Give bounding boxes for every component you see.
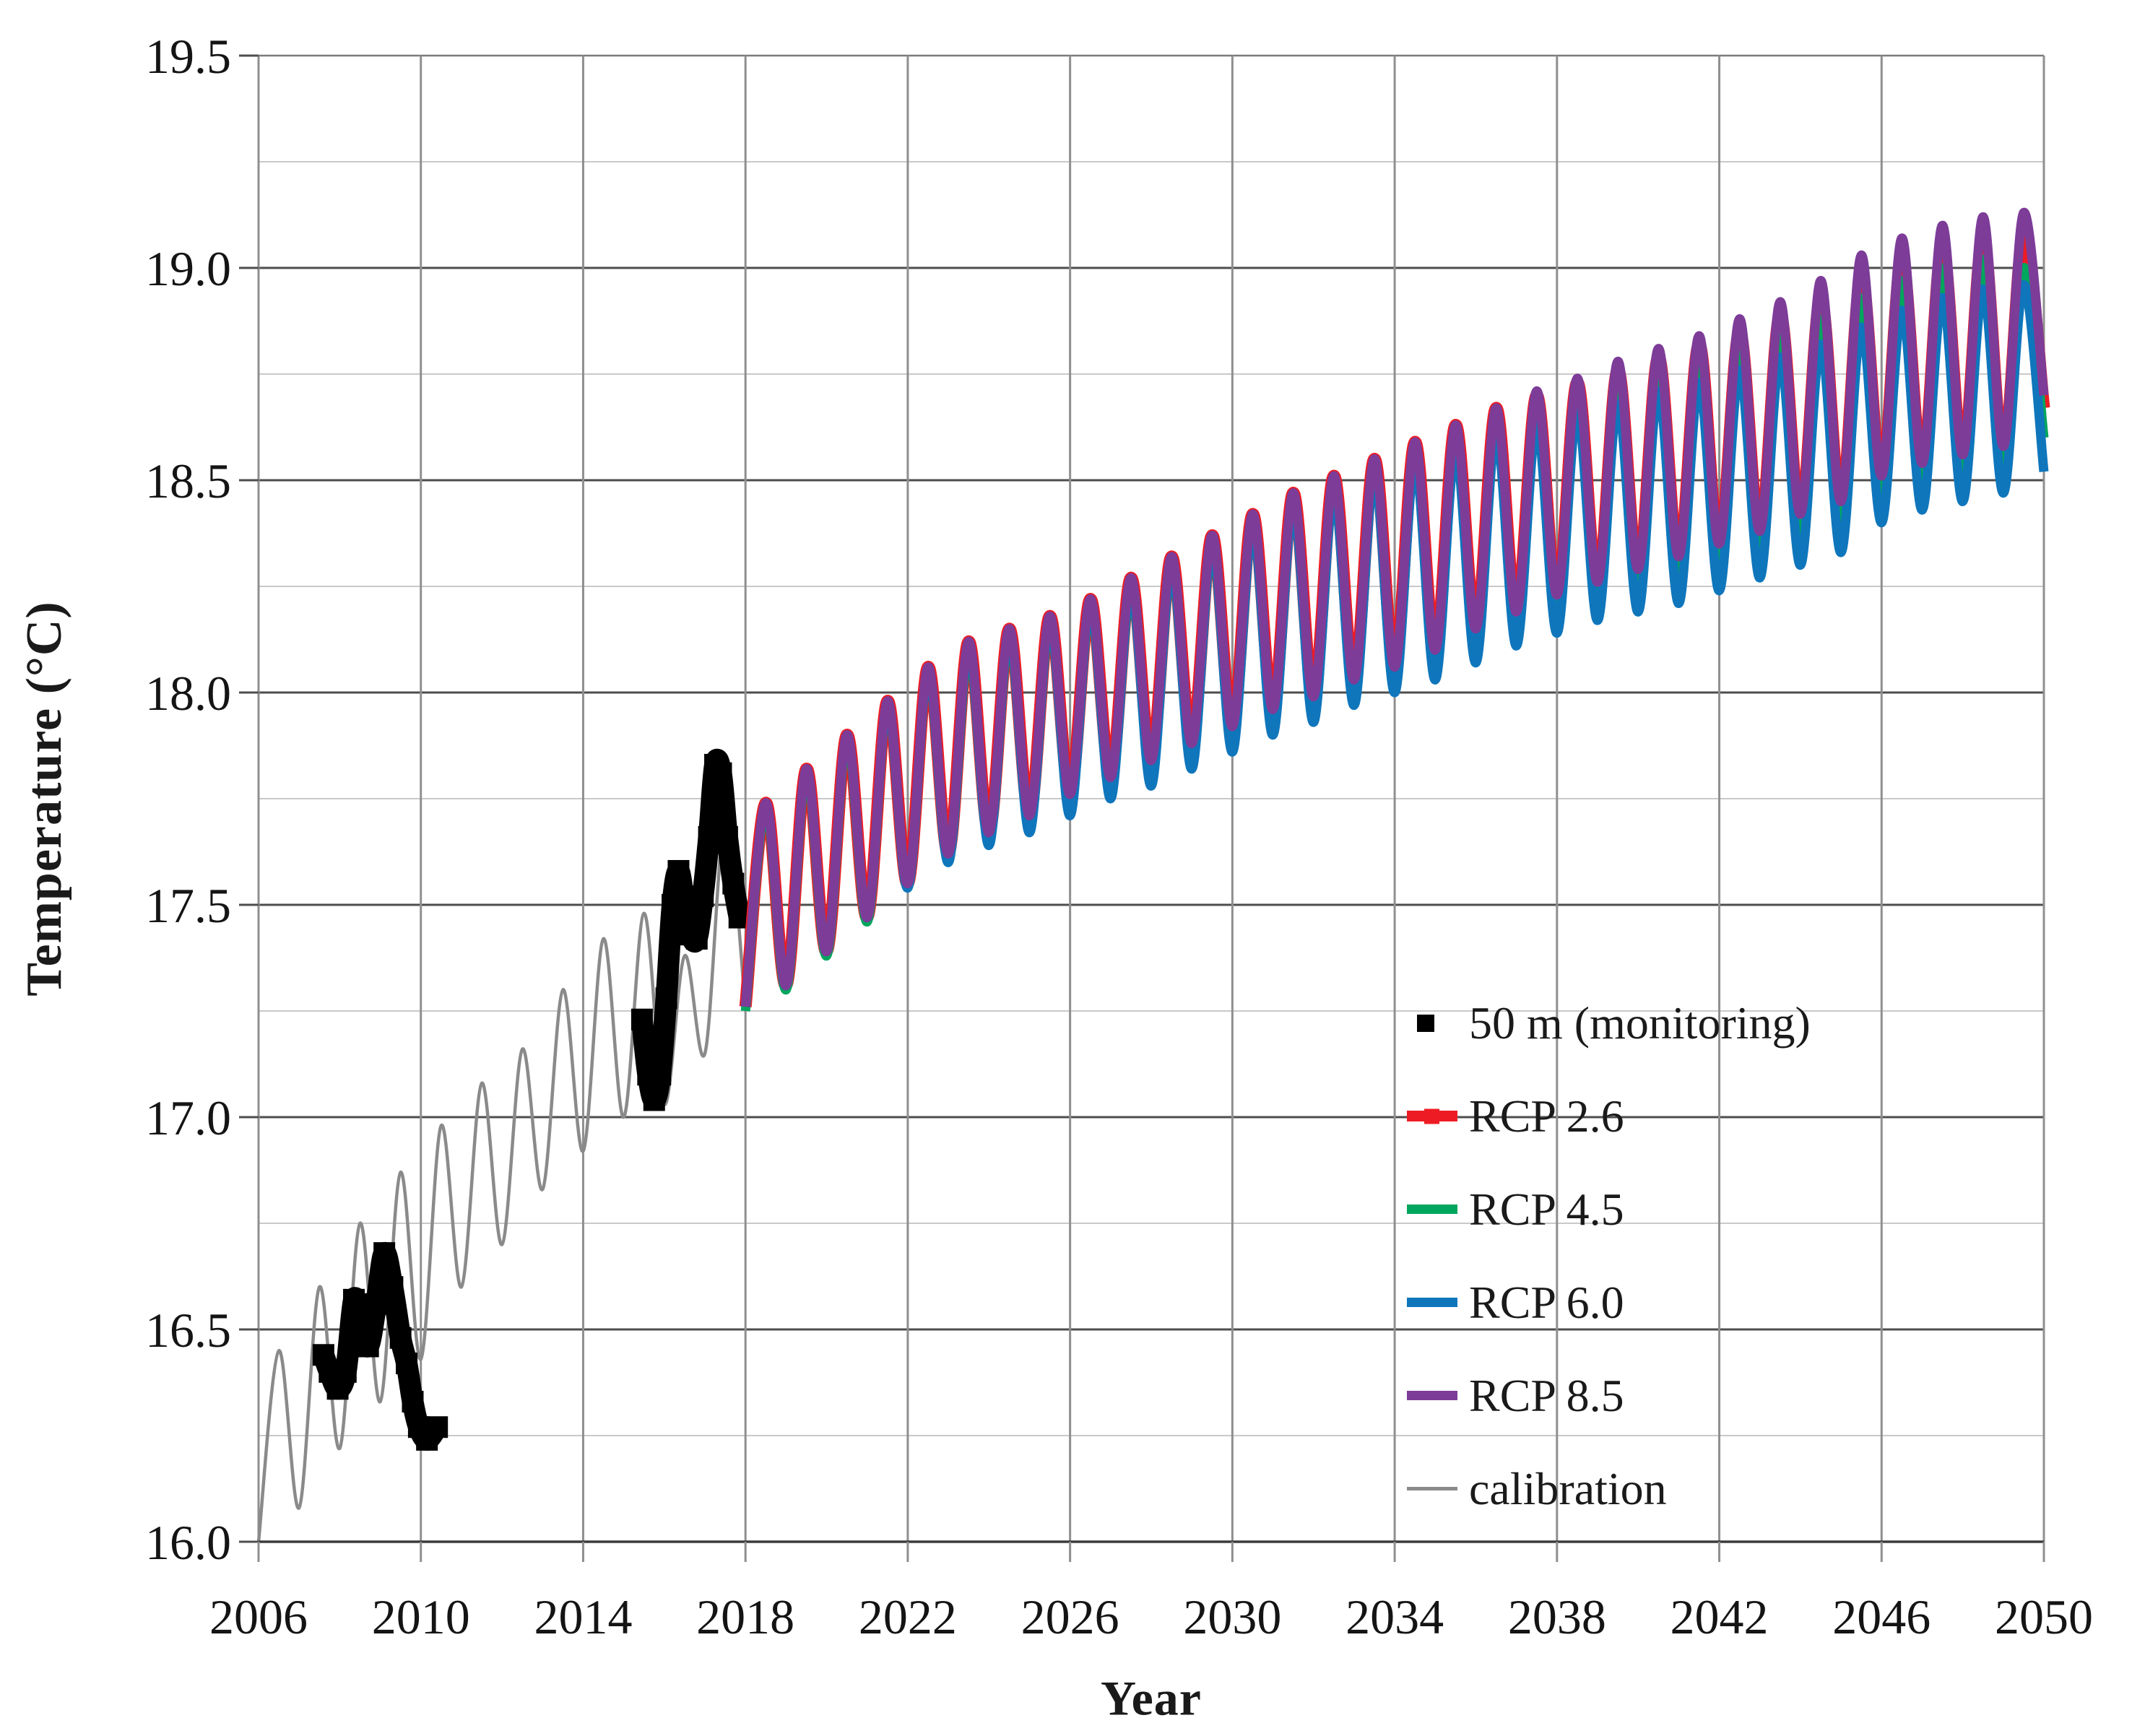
axes — [239, 54, 2045, 1562]
legend-label: RCP 2.6 — [1469, 1090, 1624, 1142]
legend-item-calibration: calibration — [1407, 1442, 1811, 1535]
legend-item-rcp26: RCP 2.6 — [1407, 1069, 1811, 1163]
series-rcp85 — [740, 208, 2049, 1007]
y-tick-label: 17.0 — [145, 1090, 231, 1145]
x-tick-label: 2038 — [1508, 1589, 1606, 1644]
x-tick-label: 2042 — [1670, 1589, 1769, 1644]
gridlines — [257, 54, 2045, 1542]
x-tick-label: 2022 — [859, 1589, 957, 1644]
y-tick-label: 18.5 — [145, 453, 231, 508]
x-tick-label: 2050 — [1995, 1589, 2093, 1644]
legend-line-icon — [1407, 1205, 1463, 1214]
legend-line-marker-icon — [1407, 1108, 1463, 1124]
y-tick-label: 16.0 — [145, 1515, 231, 1570]
legend-label: calibration — [1469, 1462, 1667, 1514]
x-tick-label: 2006 — [209, 1589, 308, 1644]
y-tick-label: 19.0 — [145, 241, 231, 296]
y-axis-title: Temperature (°C) — [17, 601, 72, 997]
data-series — [256, 208, 2050, 1542]
y-tick-label: 19.5 — [145, 29, 231, 84]
y-tick-label: 17.5 — [145, 878, 231, 933]
series-monitoring — [312, 748, 750, 1451]
x-axis-title: Year — [1101, 1670, 1202, 1726]
tick-labels: 16.0 16.5 17.0 17.5 18.0 18.5 19.0 19.5 2006 2010… — [145, 29, 2093, 1644]
legend-label: RCP 6.0 — [1469, 1276, 1624, 1328]
legend-item-rcp60: RCP 6.0 — [1407, 1256, 1811, 1349]
legend-label: RCP 8.5 — [1469, 1369, 1624, 1421]
legend-label: 50 m (monitoring) — [1469, 997, 1811, 1049]
legend-item-rcp85: RCP 8.5 — [1407, 1349, 1811, 1442]
y-tick-label: 16.5 — [145, 1303, 231, 1358]
x-tick-label: 2034 — [1346, 1589, 1444, 1644]
x-tick-label: 2030 — [1183, 1589, 1281, 1644]
x-tick-label: 2026 — [1021, 1589, 1119, 1644]
y-tick-label: 18.0 — [145, 666, 231, 721]
x-tick-label: 2010 — [372, 1589, 470, 1644]
legend-square-marker-icon — [1407, 1014, 1463, 1032]
legend-label: RCP 4.5 — [1469, 1183, 1624, 1235]
x-tick-label: 2018 — [696, 1589, 794, 1644]
x-tick-label: 2014 — [534, 1589, 632, 1644]
legend-line-icon — [1407, 1391, 1463, 1400]
legend-thin-line-icon — [1407, 1487, 1463, 1490]
legend-item-rcp45: RCP 4.5 — [1407, 1163, 1811, 1256]
legend-item-monitoring: 50 m (monitoring) — [1407, 976, 1811, 1069]
legend-line-icon — [1407, 1298, 1463, 1307]
x-tick-label: 2046 — [1832, 1589, 1930, 1644]
legend: 50 m (monitoring) RCP 2.6 RCP 4.5 RCP 6.… — [1407, 976, 1811, 1535]
